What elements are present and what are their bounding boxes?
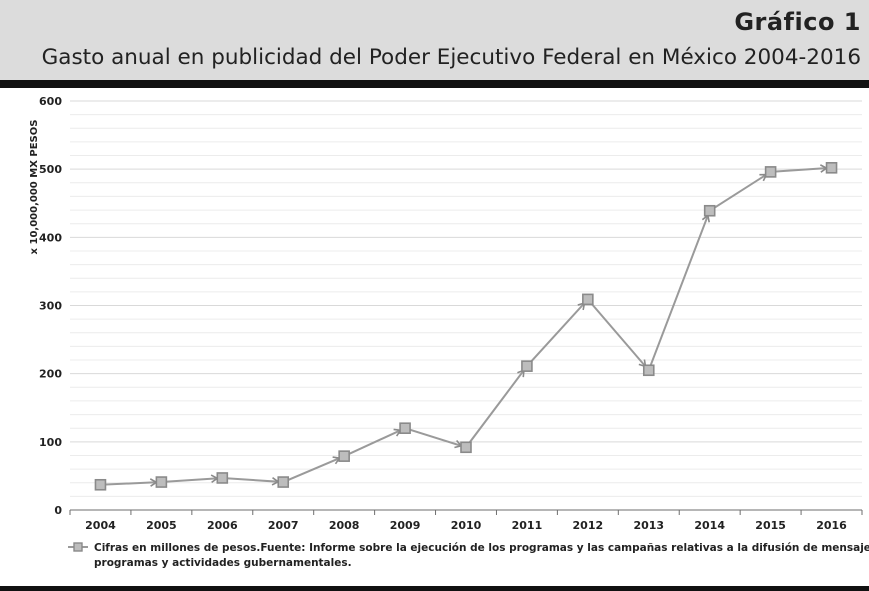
data-point xyxy=(825,162,838,174)
legend-entry-text: Cifras en millones de pesos.Fuente: Info… xyxy=(94,542,869,554)
x-tick-label: 2015 xyxy=(755,519,786,532)
legend-marker-swatch xyxy=(73,542,83,552)
x-tick-label: 2016 xyxy=(816,519,847,532)
data-point xyxy=(338,450,350,462)
data-point xyxy=(642,364,655,377)
y-tick-label: 200 xyxy=(39,368,62,381)
legend-entry-text: programas y actividades gubernamentales. xyxy=(94,557,352,569)
y-tick-label: 300 xyxy=(39,300,62,313)
figure-title: Gasto anual en publicidad del Poder Ejec… xyxy=(41,45,861,70)
axes: 0 100 200 300 400 500 600 2004 2005 2006 2007 2008 2… xyxy=(39,95,863,532)
data-point xyxy=(764,166,777,178)
data-point xyxy=(277,476,290,488)
x-tick-label: 2008 xyxy=(329,519,360,532)
x-tick-label: 2009 xyxy=(390,519,421,532)
bottom-rule xyxy=(0,586,869,591)
y-tick-label: 600 xyxy=(39,95,62,108)
y-tick-label: 500 xyxy=(39,163,62,176)
data-point xyxy=(703,204,716,217)
data-point xyxy=(94,478,107,491)
x-tick-label: 2010 xyxy=(451,519,482,532)
data-point xyxy=(460,441,472,454)
data-point xyxy=(521,360,533,372)
figure-label: Gráfico 1 xyxy=(734,8,861,36)
legend: Cifras en millones de pesos.Fuente: Info… xyxy=(68,542,869,569)
data-point xyxy=(399,422,411,435)
figure-header: Gráfico 1 Gasto anual en publicidad del … xyxy=(0,0,869,88)
y-tick-label: 0 xyxy=(54,504,62,517)
grid-lines xyxy=(70,100,862,497)
x-tick-label: 2007 xyxy=(268,519,299,532)
x-tick-label: 2012 xyxy=(573,519,604,532)
y-axis-title: x 10,000,000 MX PESOS xyxy=(29,120,40,255)
data-point xyxy=(582,293,594,306)
x-tick-label: 2011 xyxy=(512,519,543,532)
line-chart: 0 100 200 300 400 500 600 2004 2005 2006 2007 2008 2… xyxy=(29,95,869,569)
x-tick-label: 2013 xyxy=(633,519,664,532)
x-tick-label: 2004 xyxy=(85,519,116,532)
series-layer xyxy=(94,162,838,491)
data-point xyxy=(216,472,229,484)
x-tick-label: 2006 xyxy=(207,519,238,532)
y-tick-label: 100 xyxy=(39,436,62,449)
series-line xyxy=(100,166,832,486)
x-tick-label: 2005 xyxy=(146,519,177,532)
data-point xyxy=(155,476,168,488)
x-tick-label: 2014 xyxy=(694,519,725,532)
y-tick-label: 400 xyxy=(39,231,62,244)
